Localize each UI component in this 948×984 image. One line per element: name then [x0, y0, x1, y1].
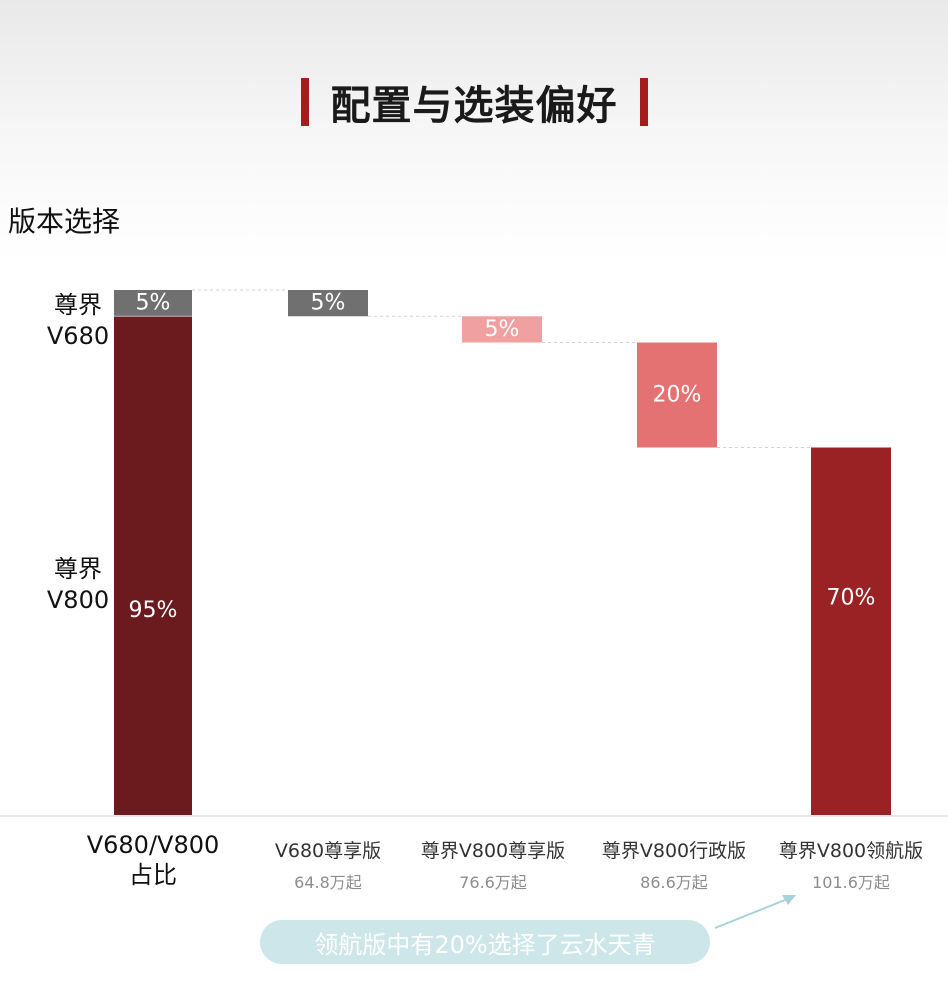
category-price: 76.6万起	[459, 873, 527, 892]
y-label-v800-line1: 尊界	[54, 555, 102, 583]
share-bar-v800-label: 95%	[129, 598, 178, 623]
title-right-bar	[639, 78, 648, 126]
category-price: 64.8万起	[294, 873, 362, 892]
category-share-line1: V680/V800	[86, 831, 220, 859]
category-name: V680尊享版	[274, 840, 382, 862]
title-left-bar	[300, 78, 309, 126]
category-price: 86.6万起	[640, 873, 708, 892]
category-label-v680-zunxiang: V680尊享版 64.8万起	[233, 836, 423, 893]
waterfall-bar	[637, 342, 717, 448]
waterfall-bar-label: 5%	[485, 317, 520, 342]
waterfall-bar	[462, 316, 542, 343]
share-bar-v680-label: 5%	[136, 291, 171, 316]
annotation-pill: 领航版中有20%选择了云水天青	[260, 920, 710, 964]
waterfall-bar-label: 20%	[653, 383, 702, 408]
y-label-v680: 尊界 V680	[38, 290, 118, 352]
y-label-v680-line2: V680	[46, 322, 110, 350]
share-bar-v800-segment	[114, 316, 192, 815]
category-name: 尊界V800行政版	[601, 840, 747, 862]
y-label-v800-line2: V800	[46, 586, 110, 614]
title-row: 配置与选装偏好	[0, 72, 948, 132]
category-label-share: V680/V800 占比	[58, 830, 248, 890]
category-label-v800-zunxiang: 尊界V800尊享版 76.6万起	[398, 836, 588, 893]
annotation-arrow-head	[782, 895, 796, 905]
category-price: 101.6万起	[812, 873, 890, 892]
category-share-line2: 占比	[129, 861, 177, 889]
waterfall-bar-label: 70%	[827, 586, 876, 611]
section-label: 版本选择	[8, 205, 121, 238]
category-label-v800-xingzheng: 尊界V800行政版 86.6万起	[579, 836, 769, 893]
category-name: 尊界V800尊享版	[420, 840, 566, 862]
y-label-v680-line1: 尊界	[54, 291, 102, 319]
waterfall-bar-label: 5%	[311, 291, 346, 316]
category-name: 尊界V800领航版	[778, 840, 924, 862]
category-label-v800-linghang: 尊界V800领航版 101.6万起	[756, 836, 946, 893]
y-label-v800: 尊界 V800	[38, 554, 118, 616]
waterfall-bar	[811, 447, 891, 815]
waterfall-bar	[288, 290, 368, 317]
page-title: 配置与选装偏好	[330, 83, 618, 129]
annotation-arrow-line	[714, 897, 791, 929]
share-bar-v680-segment	[114, 290, 192, 317]
